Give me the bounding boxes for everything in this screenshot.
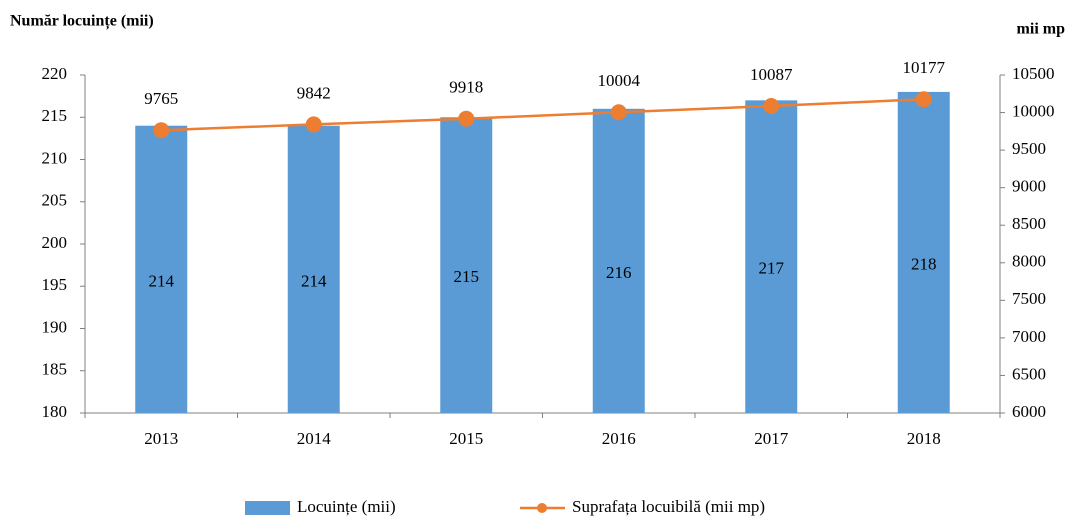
line-point: [458, 110, 475, 127]
legend-label: Suprafața locuibilă (mii mp): [572, 497, 765, 516]
y-tick-label: 210: [42, 148, 68, 167]
bar: [745, 100, 798, 413]
legend-swatch: [245, 501, 290, 515]
y-tick-label: 200: [42, 233, 68, 252]
x-tick-label: 2014: [297, 429, 332, 448]
x-tick-label: 2018: [907, 429, 941, 448]
x-tick-label: 2016: [602, 429, 636, 448]
bar-value-label: 217: [759, 259, 785, 278]
line-value-label: 10004: [598, 71, 641, 90]
bar-value-label: 218: [911, 254, 937, 273]
bar-value-label: 214: [301, 271, 327, 290]
x-tick-label: 2017: [754, 429, 789, 448]
y2-tick-label: 7500: [1012, 289, 1046, 308]
y-tick-label: 180: [42, 402, 68, 421]
bar: [592, 108, 645, 414]
line-value-label: 10177: [903, 58, 946, 77]
line-point: [763, 98, 780, 115]
y-tick-label: 220: [42, 64, 68, 83]
line-point: [610, 104, 627, 121]
line: [161, 98, 924, 132]
x-tick-label: 2013: [144, 429, 178, 448]
bar: [897, 91, 950, 414]
y-tick-label: 205: [42, 191, 68, 210]
y2-tick-label: 7000: [1012, 327, 1046, 346]
y-tick-label: 190: [42, 317, 68, 336]
bar: [135, 125, 188, 413]
line-value-label: 10087: [750, 65, 793, 84]
y-axis-label: Număr locuințe (mii): [10, 13, 154, 31]
bar-value-label: 214: [149, 271, 175, 290]
y2-tick-label: 8000: [1012, 252, 1046, 271]
y-tick-label: 195: [42, 275, 68, 294]
bar: [287, 125, 340, 413]
x-tick-label: 2015: [449, 429, 483, 448]
y2-tick-label: 9000: [1012, 177, 1046, 196]
y2-tick-label: 10500: [1012, 64, 1055, 83]
line-point: [305, 116, 322, 133]
bar-value-label: 216: [606, 263, 632, 282]
bar: [440, 117, 493, 413]
line-point: [153, 122, 170, 139]
legend-swatch: [537, 503, 547, 513]
y2-tick-label: 6500: [1012, 364, 1046, 383]
bar-value-label: 215: [454, 267, 480, 286]
y-tick-label: 185: [42, 360, 68, 379]
y2-tick-label: 10000: [1012, 101, 1055, 120]
line-value-label: 9918: [449, 78, 483, 97]
line-value-label: 9765: [144, 89, 178, 108]
y2-tick-label: 9500: [1012, 139, 1046, 158]
legend-label: Locuințe (mii): [297, 497, 396, 516]
y-tick-label: 215: [42, 106, 68, 125]
y2-tick-label: 8500: [1012, 214, 1046, 233]
y2-tick-label: 6000: [1012, 402, 1046, 421]
line-value-label: 9842: [297, 83, 331, 102]
y2-axis-label: mii mp: [1017, 21, 1066, 38]
line-point: [915, 91, 932, 108]
